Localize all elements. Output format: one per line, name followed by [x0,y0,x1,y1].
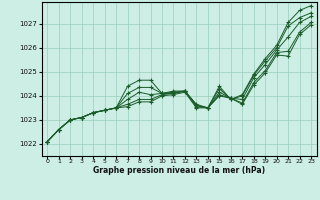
X-axis label: Graphe pression niveau de la mer (hPa): Graphe pression niveau de la mer (hPa) [93,166,265,175]
